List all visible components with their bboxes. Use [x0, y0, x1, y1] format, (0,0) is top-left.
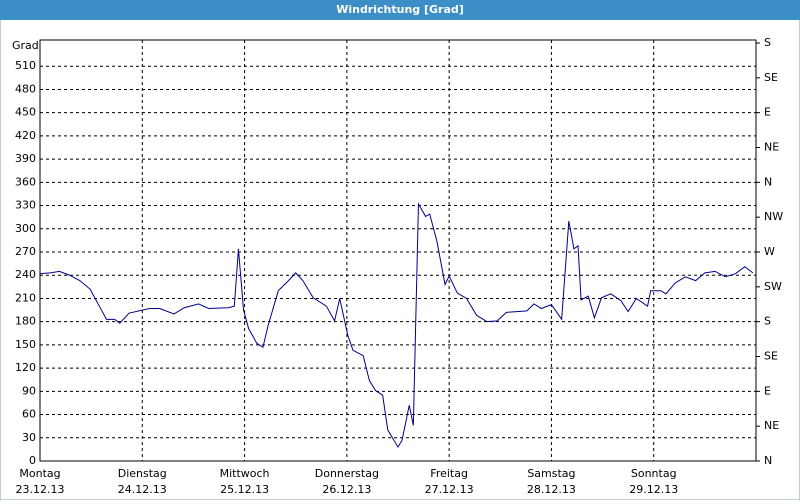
- y2-tick-label: E: [764, 106, 771, 119]
- y-tick-label: 150: [15, 338, 36, 351]
- y2-tick-label: S: [764, 315, 771, 328]
- y-tick-label: 30: [22, 431, 36, 444]
- plot-frame: [39, 39, 757, 462]
- data-line: [39, 202, 754, 449]
- x-tick-label: Donnerstag: [315, 467, 379, 480]
- y-tick-label: 420: [15, 129, 36, 142]
- y-tick-label: 210: [15, 291, 36, 304]
- x-tick-date: 29.12.13: [629, 483, 678, 496]
- y-tick-label: 180: [15, 315, 36, 328]
- y-tick-label: 240: [15, 268, 36, 281]
- y-tick-label: 450: [15, 106, 36, 119]
- y-tick-label: 120: [15, 361, 36, 374]
- y-tick-label: 0: [29, 454, 36, 467]
- title-bar: [0, 0, 800, 20]
- y-tick-label: 480: [15, 82, 36, 95]
- x-tick-date: 25.12.13: [220, 483, 269, 496]
- y-tick-label: 330: [15, 199, 36, 212]
- y-axis-label: Grad: [12, 39, 39, 52]
- y2-tick-label: W: [764, 245, 775, 258]
- x-tick-label: Samstag: [527, 467, 575, 480]
- y2-tick-label: E: [764, 384, 771, 397]
- y2-tick-label: N: [764, 175, 772, 188]
- x-tick-label: Montag: [19, 467, 60, 480]
- y-tick-label: 510: [15, 59, 36, 72]
- x-tick-label: Freitag: [430, 467, 468, 480]
- x-tick-label: Dienstag: [118, 467, 167, 480]
- y2-tick-label: NW: [764, 210, 783, 223]
- y2-tick-label: SE: [764, 350, 778, 363]
- y-tick-label: 300: [15, 222, 36, 235]
- y2-tick-label: SW: [764, 280, 782, 293]
- y2-tick-label: NE: [764, 419, 779, 432]
- x-tick-label: Mittwoch: [220, 467, 270, 480]
- x-tick-date: 28.12.13: [527, 483, 576, 496]
- y2-tick-label: SE: [764, 71, 778, 84]
- y-tick-label: 60: [22, 408, 36, 421]
- x-tick-date: 23.12.13: [16, 483, 65, 496]
- x-tick-date: 27.12.13: [425, 483, 474, 496]
- chart-title: Windrichtung [Grad]: [336, 3, 464, 16]
- y2-tick-label: S: [764, 36, 771, 49]
- y2-tick-label: NE: [764, 141, 779, 154]
- y-tick-label: 90: [22, 384, 36, 397]
- y-tick-label: 270: [15, 245, 36, 258]
- y2-tick-label: N: [764, 454, 772, 467]
- y-tick-label: 360: [15, 175, 36, 188]
- x-tick-date: 26.12.13: [322, 483, 371, 496]
- x-tick-label: Sonntag: [631, 467, 677, 480]
- y-tick-label: 390: [15, 152, 36, 165]
- x-tick-date: 24.12.13: [118, 483, 167, 496]
